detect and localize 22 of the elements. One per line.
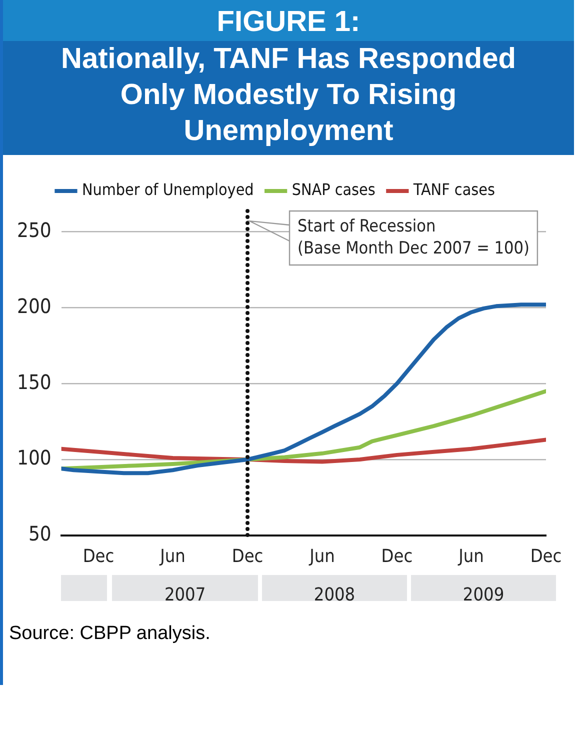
x-tick-label: Dec <box>381 546 413 567</box>
legend-label: SNAP cases <box>292 180 376 200</box>
x-tick-label: Jun <box>159 546 186 567</box>
y-tick-label: 200 <box>16 294 52 318</box>
source-note: Source: CBPP analysis. <box>8 622 212 646</box>
x-tick-label: Dec <box>232 546 264 567</box>
x-tick-label: Jun <box>458 546 484 567</box>
y-tick-label: 250 <box>16 218 52 242</box>
chart-subtitle: Nationally, TANF Has Responded Only Modestly To Rising Unemployment <box>60 42 517 149</box>
y-tick-label: 50 <box>28 522 52 546</box>
x2-tick-label: 2007 <box>164 584 206 606</box>
legend-label: TANF cases <box>412 180 496 200</box>
x2-tick-label: 2008 <box>314 584 356 606</box>
chart-title: FIGURE 1: <box>3 0 574 41</box>
x-tick-label: Dec <box>82 546 114 567</box>
x-tick-label: Dec <box>530 546 562 567</box>
x-tick-label: Jun <box>308 546 335 567</box>
legend-label: Number of Unemployed <box>82 180 254 200</box>
y-tick-label: 150 <box>16 370 52 394</box>
y-tick-label: 100 <box>16 446 52 470</box>
x2-tick-label: 2009 <box>462 584 504 606</box>
ref-line-label: Start of Recession (Base Month Dec 2007 = 100) <box>298 216 530 258</box>
